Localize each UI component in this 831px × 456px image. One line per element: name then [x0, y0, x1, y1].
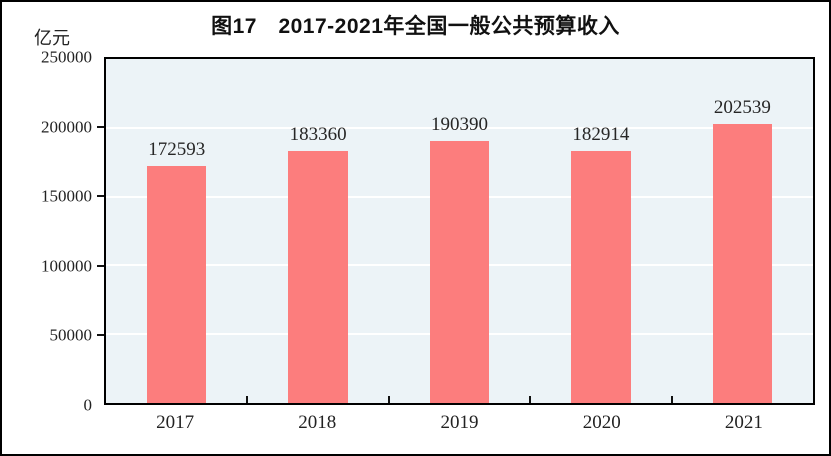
bar-value-label-2018: 183360	[289, 123, 347, 145]
bar-2019	[429, 141, 490, 403]
bar-value-label-2020: 182914	[572, 124, 630, 146]
y-tick-label-50000: 50000	[49, 325, 93, 345]
x-tick-mark-2	[387, 396, 390, 403]
y-axis: 0 50000 100000 150000 200000 250000	[2, 49, 93, 414]
y-tick-label-200000: 200000	[41, 117, 92, 137]
bar-2021	[712, 124, 773, 403]
y-axis-unit-label: 亿元	[34, 28, 70, 48]
bars-layer: 172593 183360 190390 182914 202539	[106, 59, 813, 403]
y-tick-label-250000: 250000	[41, 47, 92, 67]
plot-area: 172593 183360 190390 182914 202539	[104, 57, 815, 405]
x-tick-label-2020: 2020	[582, 412, 621, 433]
bar-cell-2021: 202539	[672, 59, 813, 403]
x-tick-label-2018: 2018	[298, 412, 337, 433]
bar-value-label-2019: 190390	[431, 114, 489, 136]
x-tick-mark-3	[529, 396, 532, 403]
y-tick-label-0: 0	[83, 395, 93, 415]
bar-cell-2018: 183360	[247, 59, 388, 403]
x-tick-label-2017: 2017	[156, 412, 195, 433]
bar-2020	[571, 151, 631, 403]
bar-cell-2017: 172593	[106, 59, 247, 403]
y-tick-mark-50000	[97, 334, 104, 337]
bar-value-label-2017: 172593	[148, 138, 206, 160]
bar-2018	[288, 150, 348, 403]
y-tick-mark-100000	[97, 264, 104, 267]
bar-cell-2020: 182914	[530, 59, 671, 403]
gridline-200000	[106, 126, 813, 129]
x-tick-mark-4	[670, 396, 673, 403]
bar-value-label-2021: 202539	[713, 97, 771, 119]
bar-2017	[147, 165, 207, 403]
y-tick-mark-150000	[97, 195, 104, 198]
y-tick-label-150000: 150000	[41, 186, 92, 206]
bar-cell-2019: 190390	[389, 59, 530, 403]
x-tick-label-2019: 2019	[440, 412, 479, 433]
y-tick-label-100000: 100000	[41, 256, 92, 276]
x-axis: 2017 2018 2019 2020 2021	[104, 412, 815, 434]
x-tick-mark-1	[246, 396, 249, 403]
y-tick-mark-200000	[97, 125, 104, 128]
x-tick-label-2021: 2021	[724, 412, 763, 433]
plot-background: 172593 183360 190390 182914 202539	[106, 59, 813, 403]
chart-title: 图17 2017-2021年全国一般公共预算收入	[211, 15, 620, 38]
